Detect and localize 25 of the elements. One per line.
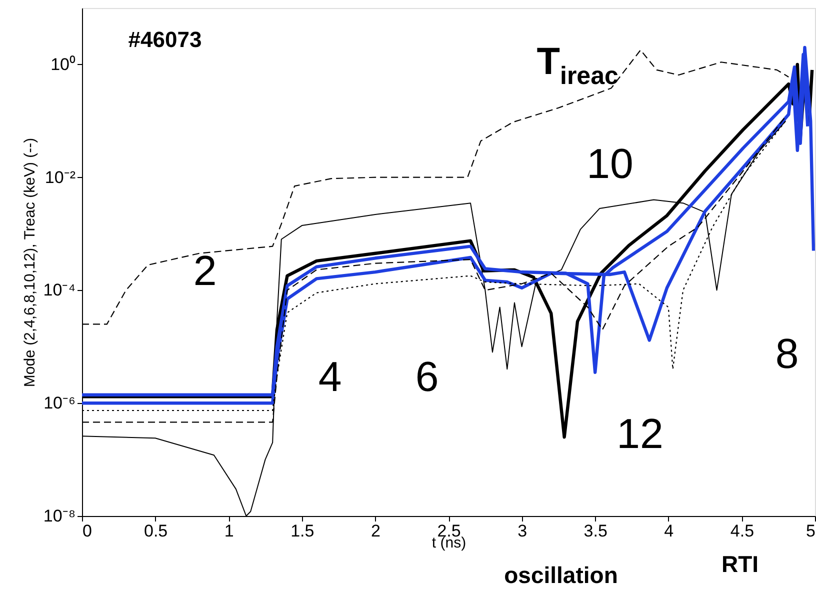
text: oscillation — [504, 562, 618, 588]
x-tick-label: 3.5 — [584, 522, 608, 540]
y-tick-label: 10⁻² — [44, 168, 76, 187]
annotation: 6 — [415, 353, 439, 400]
x-tick-label: 4.5 — [730, 522, 754, 540]
x-tick-label: 5 — [806, 522, 816, 540]
y-tick-label: 10⁰ — [50, 54, 76, 74]
annotation: 2 — [193, 247, 217, 294]
x-tick-label: 0 — [82, 522, 92, 540]
y-tick-label: 10⁻⁴ — [43, 280, 76, 300]
annotation: 12 — [616, 410, 664, 457]
annotation: #46073 — [128, 27, 202, 52]
y-tick-label: 10⁻⁸ — [43, 506, 76, 526]
annotation: 8 — [775, 330, 799, 377]
x-tick-label: 3 — [518, 522, 528, 540]
x-tick-label: 0.5 — [144, 522, 168, 540]
text: RTI — [721, 551, 759, 577]
x-tick-label: 1.5 — [290, 522, 314, 540]
y-tick-label: 10⁻⁶ — [44, 394, 76, 413]
annotation: 10 — [586, 140, 634, 187]
x-tick-label: 4 — [664, 522, 674, 540]
annotation: 4 — [318, 353, 342, 400]
x-tick-label: 1 — [224, 522, 234, 540]
y-axis-title: Mode (2,4,6,8,10,12), Treac (keV) (--) — [21, 138, 38, 388]
x-tick-label: 2 — [370, 522, 380, 540]
